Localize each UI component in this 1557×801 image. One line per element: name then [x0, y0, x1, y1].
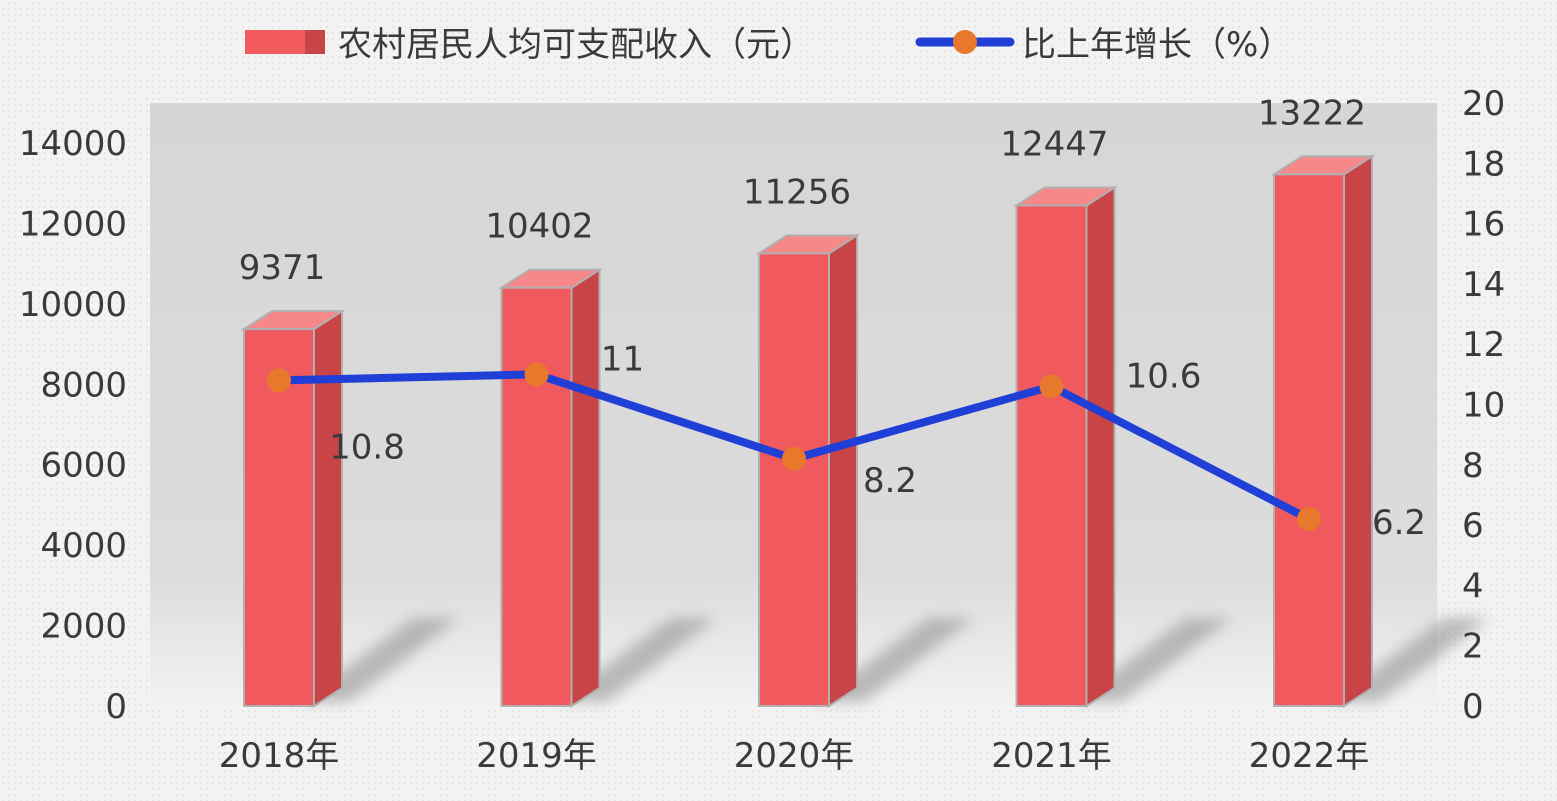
growth-value-label: 6.2 [1372, 503, 1426, 543]
bar-side-face [828, 233, 858, 708]
right-axis-tick-label: 14 [1462, 265, 1505, 305]
legend-swatch-bar-side [305, 30, 325, 54]
legend-item-income: 农村居民人均可支配收入（元） [245, 25, 814, 65]
line-value-labels: 10.8 11 8.2 10.6 6.2 [329, 339, 1426, 543]
growth-value-label: 8.2 [863, 461, 917, 501]
legend-swatch-marker [953, 30, 977, 54]
bar-value-label: 12447 [1000, 124, 1108, 164]
left-axis-tick-label: 0 [105, 687, 127, 727]
x-axis: 2018年 2019年 2020年 2021年 2022年 [219, 736, 1370, 776]
bar-front-face [1015, 204, 1088, 707]
bar [498, 267, 603, 708]
right-axis-tick-label: 18 [1462, 144, 1505, 184]
x-axis-tick-label: 2021年 [991, 736, 1112, 776]
bar [1013, 185, 1118, 708]
growth-point [524, 362, 549, 387]
bar-side-face [313, 309, 343, 708]
growth-point [782, 446, 806, 471]
bar-front-face [1273, 173, 1345, 707]
left-axis-tick-label: 8000 [40, 365, 127, 405]
x-axis-tick-label: 2022年 [1249, 736, 1370, 776]
right-axis-tick-label: 20 [1462, 84, 1505, 124]
bar-value-label: 13222 [1258, 93, 1366, 133]
left-y-axis: 0 2000 4000 6000 8000 10000 12000 14000 [19, 124, 127, 727]
legend-item-growth: 比上年增长（%） [915, 25, 1292, 65]
right-axis-tick-label: 8 [1462, 446, 1484, 486]
bar-front-face [758, 252, 830, 708]
left-axis-tick-label: 10000 [19, 285, 127, 325]
bar-value-labels: 9371 10402 11256 12447 13222 [239, 93, 1366, 288]
left-axis-tick-label: 2000 [40, 607, 127, 647]
bar [1270, 154, 1376, 708]
right-axis-tick-label: 2 [1462, 627, 1484, 667]
bar-front-face [500, 286, 573, 707]
x-axis-tick-label: 2018年 [219, 736, 340, 776]
right-axis-tick-label: 16 [1462, 205, 1505, 245]
legend-swatch-bar [245, 30, 305, 54]
legend-label-growth: 比上年增长（%） [1022, 25, 1292, 65]
line-series [267, 362, 1321, 532]
x-axis-tick-label: 2020年 [734, 736, 855, 776]
legend-label-income: 农村居民人均可支配收入（元） [338, 25, 814, 65]
right-axis-tick-label: 6 [1462, 506, 1484, 546]
bar-side-face [1085, 185, 1116, 708]
bar [240, 309, 346, 708]
bar-value-label: 9371 [239, 248, 326, 288]
bar-series [240, 154, 1376, 708]
x-axis-tick-label: 2019年 [476, 736, 597, 776]
right-y-axis: 0 2 4 6 8 10 12 14 16 18 20 [1462, 84, 1505, 727]
right-axis-tick-label: 4 [1462, 566, 1484, 606]
left-axis-tick-label: 12000 [19, 204, 127, 244]
bar [755, 233, 861, 708]
growth-point [267, 368, 291, 393]
growth-point [1039, 374, 1064, 399]
right-axis-tick-label: 10 [1462, 386, 1505, 426]
growth-value-label: 10.6 [1126, 356, 1202, 396]
bar-value-label: 11256 [743, 172, 851, 212]
bar-value-label: 10402 [485, 207, 593, 247]
growth-point [1297, 507, 1321, 532]
left-axis-tick-label: 14000 [19, 124, 127, 164]
growth-value-label: 11 [601, 339, 644, 379]
left-axis-tick-label: 6000 [40, 446, 127, 486]
legend: 农村居民人均可支配收入（元） 比上年增长（%） [245, 25, 1292, 65]
bar-side-face [1343, 154, 1373, 708]
right-axis-tick-label: 12 [1462, 325, 1505, 365]
growth-value-label: 10.8 [329, 427, 405, 467]
right-axis-tick-label: 0 [1462, 687, 1484, 727]
bar-side-face [570, 267, 601, 708]
left-axis-tick-label: 4000 [40, 526, 127, 566]
